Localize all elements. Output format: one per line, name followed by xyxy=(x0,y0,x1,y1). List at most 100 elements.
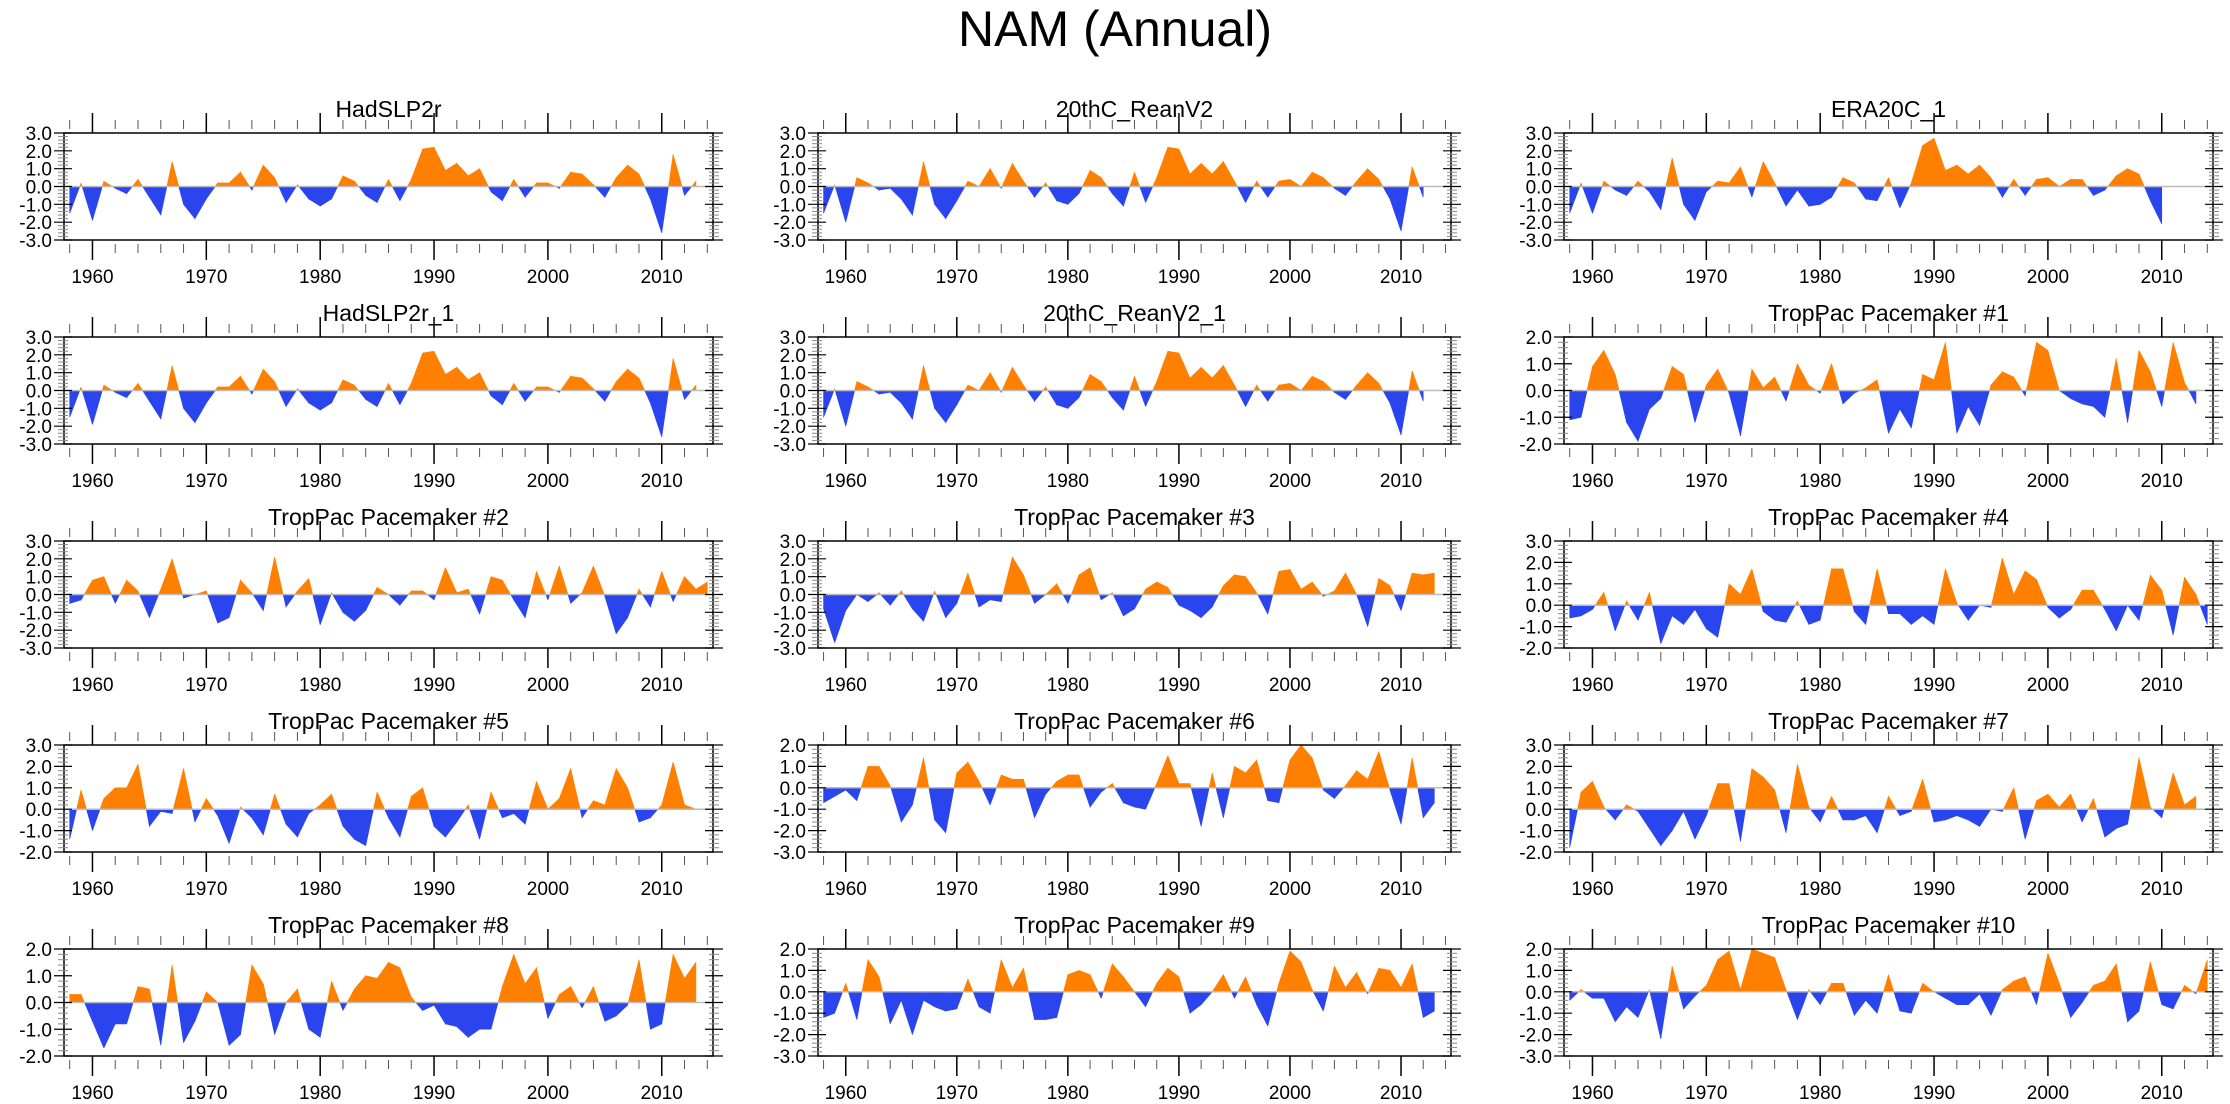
negative-area xyxy=(1740,390,1749,437)
positive-area xyxy=(171,965,179,1003)
positive-area xyxy=(1245,759,1257,789)
panel-title: TropPac Pacemaker #8 xyxy=(268,912,509,938)
positive-area xyxy=(1152,381,1158,391)
negative-area xyxy=(1956,808,1969,821)
negative-area xyxy=(2076,808,2083,823)
y-tick-label: 1.0 xyxy=(1526,160,1552,181)
negative-area xyxy=(834,594,847,643)
negative-area xyxy=(1026,390,1035,403)
negative-area xyxy=(889,594,900,607)
negative-area xyxy=(1592,991,1605,999)
positive-area xyxy=(1842,568,1854,606)
positive-area xyxy=(1876,379,1880,391)
negative-area xyxy=(178,390,184,409)
positive-area xyxy=(1717,950,1730,993)
positive-area xyxy=(610,176,617,187)
x-tick-label: 2000 xyxy=(2027,471,2069,492)
positive-area xyxy=(1089,974,1099,993)
negative-area xyxy=(262,808,271,835)
negative-area xyxy=(890,787,902,823)
positive-area xyxy=(1933,138,1946,187)
negative-area xyxy=(2161,991,2174,1010)
negative-area xyxy=(1211,594,1220,608)
negative-area xyxy=(1932,991,1946,999)
negative-area xyxy=(956,991,964,1010)
positive-area xyxy=(80,789,87,810)
y-tick-label: -1.0 xyxy=(773,195,806,216)
negative-area xyxy=(114,390,127,399)
positive-area xyxy=(2129,757,2140,810)
positive-area xyxy=(878,976,883,993)
negative-area xyxy=(1089,787,1102,808)
negative-area xyxy=(1865,991,1878,1014)
positive-area xyxy=(1223,974,1232,993)
positive-area xyxy=(1300,171,1313,187)
negative-area xyxy=(1660,186,1667,210)
positive-area xyxy=(2013,787,2019,810)
positive-area xyxy=(1594,591,1605,606)
negative-area xyxy=(2058,604,2071,619)
positive-area xyxy=(2036,579,2048,606)
positive-area xyxy=(1023,180,1028,187)
negative-area xyxy=(1842,808,1855,821)
negative-area xyxy=(194,390,207,424)
negative-area xyxy=(1581,186,1593,214)
negative-area xyxy=(978,991,991,1014)
positive-area xyxy=(1751,368,1764,391)
positive-area xyxy=(1918,983,1923,993)
panel-title: TropPac Pacemaker #9 xyxy=(1014,912,1255,938)
positive-area xyxy=(326,981,332,1003)
negative-area xyxy=(1178,594,1191,612)
x-tick-label: 1960 xyxy=(825,675,867,696)
negative-area xyxy=(2156,390,2163,407)
positive-area xyxy=(1000,774,1013,789)
positive-area xyxy=(2138,757,2151,810)
positive-area xyxy=(2002,371,2015,391)
negative-area xyxy=(1799,604,1810,625)
negative-area xyxy=(2024,186,2033,197)
negative-area xyxy=(1133,991,1146,1008)
positive-area xyxy=(1256,180,1261,187)
negative-area xyxy=(1614,186,1627,196)
negative-area xyxy=(110,594,116,604)
positive-area xyxy=(137,382,144,391)
positive-area xyxy=(867,766,880,789)
positive-area xyxy=(1788,363,1798,391)
positive-area xyxy=(490,576,503,595)
positive-area xyxy=(509,383,515,391)
negative-area xyxy=(855,594,869,603)
plot-frame xyxy=(817,948,1452,1057)
positive-area xyxy=(1211,973,1224,993)
positive-area xyxy=(1911,779,1923,810)
y-tick-label: 0.0 xyxy=(780,178,806,199)
positive-area xyxy=(83,579,93,595)
negative-area xyxy=(1100,594,1111,601)
positive-area xyxy=(1081,374,1091,391)
positive-area xyxy=(354,974,367,1003)
positive-area xyxy=(2172,342,2185,391)
negative-area xyxy=(513,808,526,825)
positive-area xyxy=(1411,963,1419,993)
negative-area xyxy=(1967,808,1980,827)
positive-area xyxy=(1078,567,1091,595)
positive-area xyxy=(1876,568,1887,606)
positive-area xyxy=(1002,556,1013,595)
negative-area xyxy=(92,1002,105,1049)
positive-area xyxy=(1311,171,1324,187)
positive-area xyxy=(1367,371,1380,391)
negative-area xyxy=(902,594,913,610)
negative-area xyxy=(650,594,655,608)
negative-area xyxy=(149,390,162,421)
negative-area xyxy=(160,390,168,420)
negative-area xyxy=(1417,787,1424,818)
positive-area xyxy=(99,798,105,810)
negative-area xyxy=(2127,390,2134,423)
negative-area xyxy=(928,787,935,820)
negative-area xyxy=(2138,604,2144,621)
negative-area xyxy=(252,594,264,612)
positive-area xyxy=(581,173,594,187)
positive-area xyxy=(2138,350,2151,391)
negative-area xyxy=(149,808,162,828)
positive-area xyxy=(1345,572,1358,595)
x-tick-label: 1990 xyxy=(413,675,455,696)
